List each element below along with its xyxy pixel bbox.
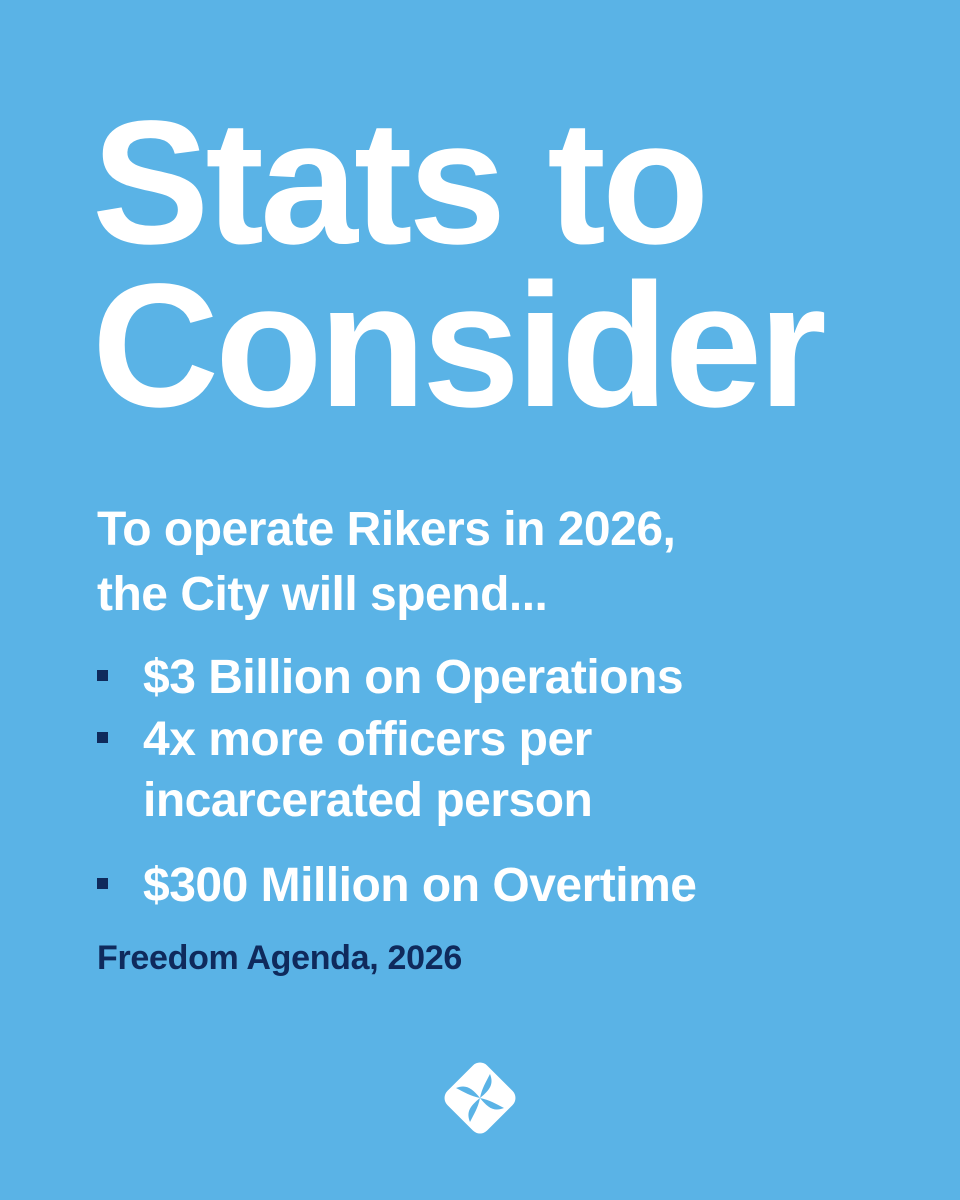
intro-line: To operate Rikers in 2026, <box>97 503 676 556</box>
logo <box>444 1062 516 1134</box>
title-line: Consider <box>92 248 827 444</box>
bullet-text: $3 Billion on Operations <box>143 651 684 704</box>
source: Freedom Agenda, 2026 <box>97 939 462 977</box>
bullet-text: $300 Million on Overtime <box>143 859 697 912</box>
bullet-text: incarcerated person <box>143 774 593 827</box>
bullet-marker <box>97 878 108 889</box>
intro-line: the City will spend... <box>97 568 548 621</box>
bullet-marker <box>97 732 108 743</box>
bullet-text: 4x more officers per <box>143 713 592 766</box>
bullet-marker <box>97 670 108 681</box>
title-line: Stats to <box>92 85 709 281</box>
